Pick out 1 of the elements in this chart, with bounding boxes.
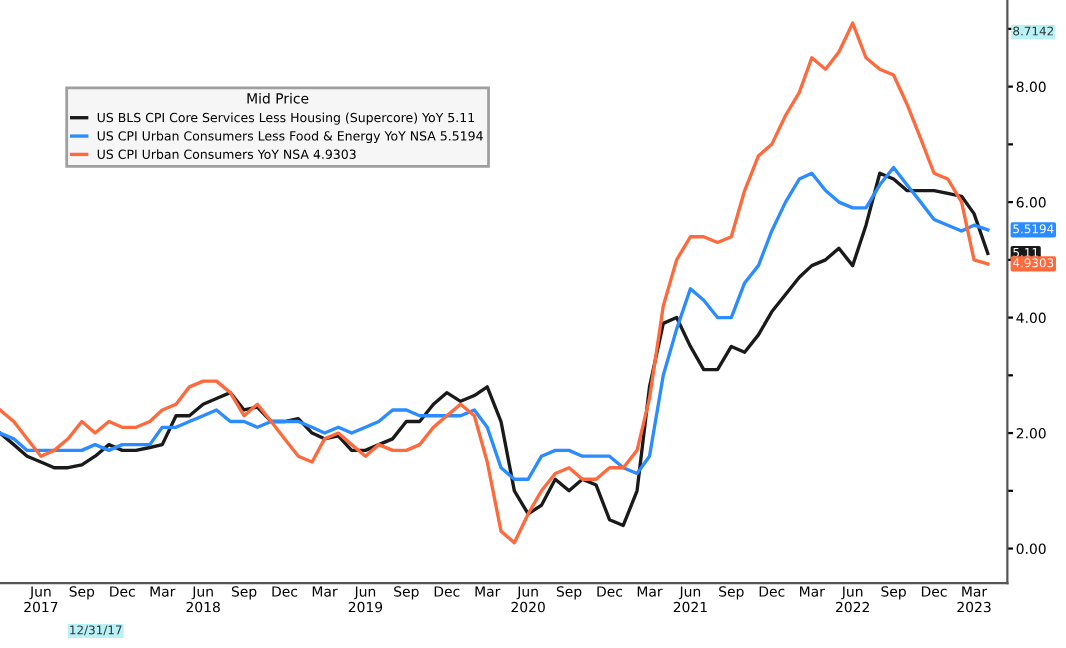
line-series (0, 21, 990, 545)
